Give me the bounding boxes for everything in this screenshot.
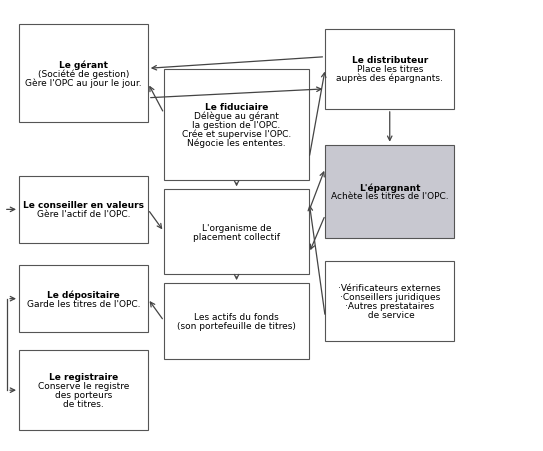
Text: la gestion de l'OPC.: la gestion de l'OPC. bbox=[192, 121, 281, 130]
Text: Le conseiller en valeurs: Le conseiller en valeurs bbox=[23, 201, 144, 210]
Text: (son portefeuille de titres): (son portefeuille de titres) bbox=[177, 321, 296, 330]
Text: Gère l'actif de l'OPC.: Gère l'actif de l'OPC. bbox=[36, 210, 130, 219]
FancyBboxPatch shape bbox=[19, 350, 148, 430]
Text: des porteurs: des porteurs bbox=[55, 390, 112, 399]
Text: ·Conseillers juridiques: ·Conseillers juridiques bbox=[339, 292, 440, 301]
Text: auprès des épargnants.: auprès des épargnants. bbox=[336, 74, 443, 83]
Text: Gère l'OPC au jour le jour.: Gère l'OPC au jour le jour. bbox=[25, 78, 142, 87]
Text: ·Autres prestataires: ·Autres prestataires bbox=[345, 301, 434, 310]
Text: ·Vérificateurs externes: ·Vérificateurs externes bbox=[338, 283, 441, 292]
FancyBboxPatch shape bbox=[19, 176, 148, 244]
Text: Conserve le registre: Conserve le registre bbox=[37, 382, 129, 391]
Text: L'organisme de: L'organisme de bbox=[202, 223, 272, 232]
Text: de titres.: de titres. bbox=[63, 399, 104, 408]
Text: Négocie les ententes.: Négocie les ententes. bbox=[187, 138, 286, 148]
FancyBboxPatch shape bbox=[19, 25, 148, 123]
Text: Le registraire: Le registraire bbox=[49, 373, 118, 382]
Text: de service: de service bbox=[365, 310, 415, 319]
Text: Crée et supervise l'OPC.: Crée et supervise l'OPC. bbox=[182, 129, 291, 139]
Text: Le distributeur: Le distributeur bbox=[352, 56, 428, 65]
Text: Délègue au gérant: Délègue au gérant bbox=[194, 112, 279, 121]
FancyBboxPatch shape bbox=[164, 69, 309, 181]
FancyBboxPatch shape bbox=[325, 261, 454, 341]
Text: (Société de gestion): (Société de gestion) bbox=[37, 69, 129, 79]
FancyBboxPatch shape bbox=[325, 29, 454, 110]
Text: Garde les titres de l'OPC.: Garde les titres de l'OPC. bbox=[27, 299, 140, 308]
FancyBboxPatch shape bbox=[164, 190, 309, 275]
Text: Achète les titres de l'OPC.: Achète les titres de l'OPC. bbox=[331, 192, 449, 201]
Text: Les actifs du fonds: Les actifs du fonds bbox=[194, 313, 279, 321]
Text: Place les titres: Place les titres bbox=[357, 65, 423, 74]
FancyBboxPatch shape bbox=[19, 266, 148, 332]
Text: Le gérant: Le gérant bbox=[59, 60, 108, 70]
Text: placement collectif: placement collectif bbox=[193, 232, 280, 241]
FancyBboxPatch shape bbox=[325, 145, 454, 239]
Text: Le dépositaire: Le dépositaire bbox=[47, 290, 120, 299]
FancyBboxPatch shape bbox=[164, 283, 309, 359]
Text: L'épargnant: L'épargnant bbox=[359, 183, 420, 193]
Text: Le fiduciaire: Le fiduciaire bbox=[205, 103, 268, 112]
